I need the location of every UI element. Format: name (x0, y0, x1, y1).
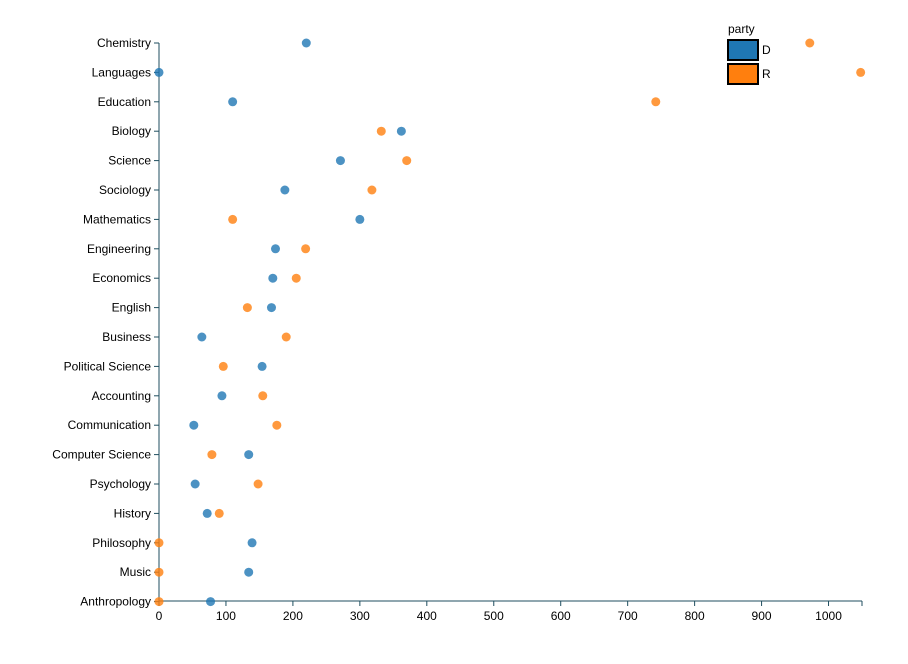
x-tick-label-1000: 1000 (815, 609, 842, 623)
point-r-sociology (367, 185, 377, 195)
category-label-science: Science (108, 154, 151, 168)
x-tick-label-300: 300 (350, 609, 370, 623)
point-r-languages (856, 67, 866, 77)
point-d-anthropology (206, 597, 216, 607)
point-r-political-science (218, 361, 228, 371)
category-label-anthropology: Anthropology (80, 595, 151, 609)
point-r-english (242, 303, 252, 313)
legend: party DR (727, 22, 771, 85)
point-d-political-science (257, 361, 267, 371)
data-points (154, 38, 866, 607)
point-d-mathematics (355, 214, 365, 224)
point-d-chemistry (301, 38, 311, 48)
category-label-chemistry: Chemistry (97, 36, 151, 50)
point-d-communication (189, 420, 199, 430)
point-d-sociology (280, 185, 290, 195)
x-tick-label-400: 400 (417, 609, 437, 623)
point-r-communication (272, 420, 282, 430)
category-label-music: Music (120, 565, 151, 579)
legend-label-d: D (762, 43, 771, 57)
legend-swatch-r (727, 63, 759, 85)
point-d-economics (268, 273, 278, 283)
point-r-history (214, 508, 224, 518)
point-d-business (197, 332, 207, 342)
category-label-mathematics: Mathematics (83, 212, 151, 226)
point-r-chemistry (805, 38, 815, 48)
category-label-education: Education (98, 95, 151, 109)
x-tick-label-600: 600 (551, 609, 571, 623)
x-tick-label-0: 0 (156, 609, 163, 623)
category-label-communication: Communication (68, 418, 151, 432)
point-d-english (266, 303, 276, 313)
point-d-languages (154, 67, 164, 77)
point-d-engineering (270, 244, 280, 254)
x-tick-label-700: 700 (618, 609, 638, 623)
point-d-accounting (217, 391, 227, 401)
category-label-english: English (112, 301, 151, 315)
point-r-science (402, 156, 412, 166)
category-label-accounting: Accounting (92, 389, 151, 403)
point-r-education (651, 97, 661, 107)
point-r-business (281, 332, 291, 342)
point-d-computer-science (244, 450, 254, 460)
point-d-education (228, 97, 238, 107)
category-label-languages: Languages (92, 65, 151, 79)
category-label-philosophy: Philosophy (92, 536, 151, 550)
point-d-philosophy (247, 538, 257, 548)
y-axis-ticks (154, 42, 159, 603)
x-tick-label-200: 200 (283, 609, 303, 623)
category-labels: Chemistry Languages Education Biology Scienc… (52, 36, 151, 609)
point-d-music (244, 567, 254, 577)
category-label-economics: Economics (92, 271, 151, 285)
point-r-psychology (253, 479, 263, 489)
point-r-computer-science (207, 450, 217, 460)
category-label-biology: Biology (112, 124, 151, 138)
legend-label-r: R (762, 67, 771, 81)
x-tick-label-900: 900 (752, 609, 772, 623)
point-r-biology (376, 126, 386, 136)
category-label-business: Business (102, 330, 151, 344)
category-label-computer-science: Computer Science (52, 448, 151, 462)
point-r-mathematics (228, 214, 238, 224)
category-label-history: History (114, 506, 151, 520)
category-label-engineering: Engineering (87, 242, 151, 256)
x-tick-label-100: 100 (216, 609, 236, 623)
legend-title: party (728, 22, 755, 36)
x-axis-ticks: 0 100 200 300 400 500 600 700 800 900 1000 (156, 601, 863, 623)
point-d-science (335, 156, 345, 166)
x-tick-label-800: 800 (685, 609, 705, 623)
point-r-engineering (301, 244, 311, 254)
point-r-philosophy (154, 538, 164, 548)
point-d-history (202, 508, 212, 518)
point-r-accounting (258, 391, 268, 401)
x-tick-label-500: 500 (484, 609, 504, 623)
point-d-psychology (190, 479, 200, 489)
category-label-political-science: Political Science (64, 359, 152, 373)
legend-swatch-d (727, 39, 759, 61)
point-r-anthropology (154, 597, 164, 607)
category-label-sociology: Sociology (99, 183, 151, 197)
point-r-music (154, 567, 164, 577)
category-label-psychology: Psychology (90, 477, 151, 491)
point-r-economics (291, 273, 301, 283)
point-d-biology (396, 126, 406, 136)
